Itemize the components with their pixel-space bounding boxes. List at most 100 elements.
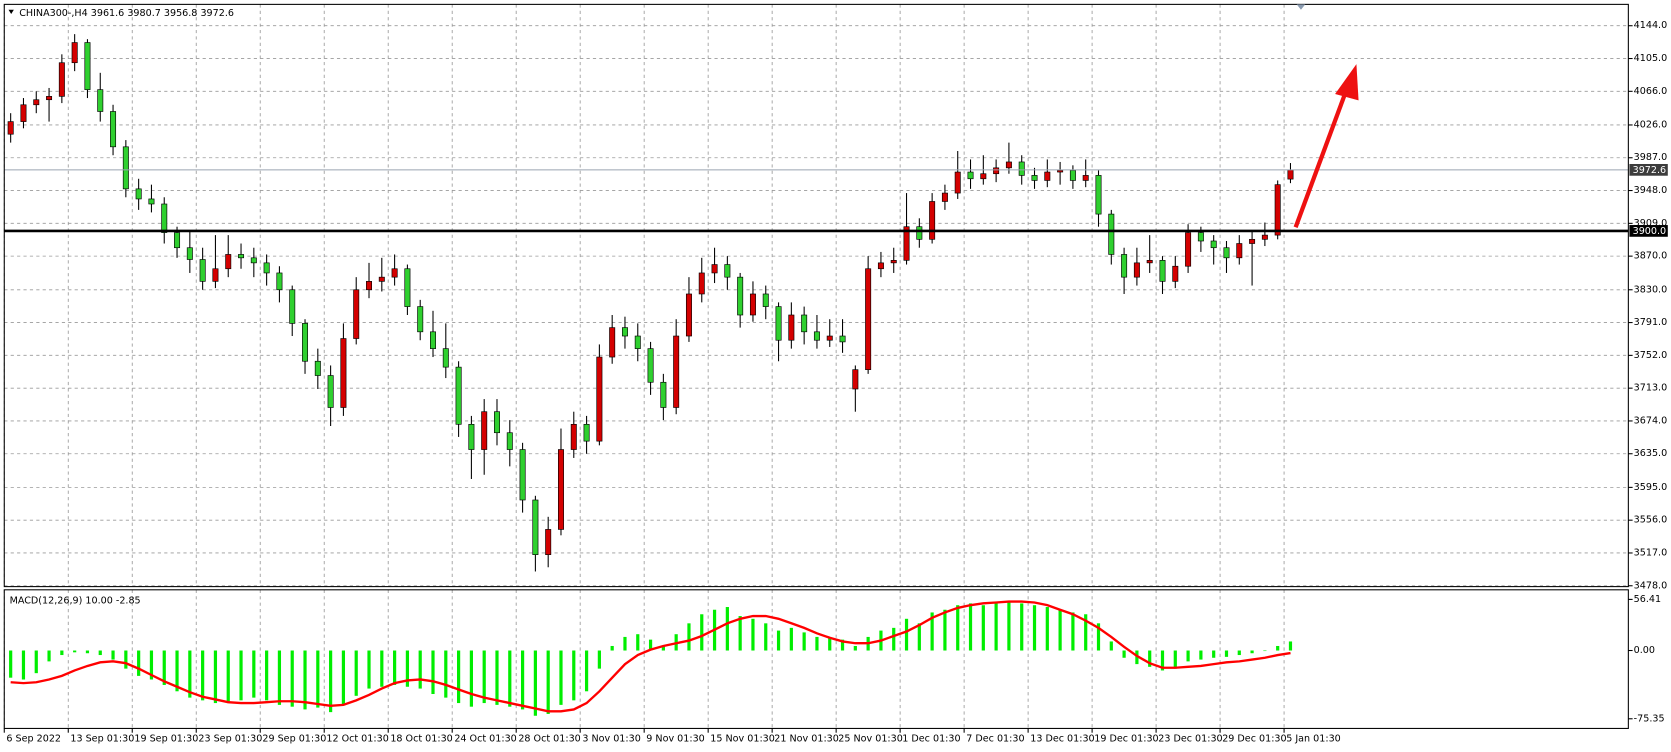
y-tick-label: 4026.0 bbox=[1634, 119, 1668, 130]
macd-bar bbox=[994, 601, 998, 651]
macd-bar bbox=[431, 650, 435, 695]
macd-bar bbox=[1212, 650, 1216, 658]
macd-bar bbox=[828, 637, 832, 651]
candle-body bbox=[135, 188, 142, 200]
macd-bar bbox=[1288, 641, 1293, 651]
macd-tick-label: 56.41 bbox=[1634, 594, 1661, 605]
x-tick-label: 24 Oct 01:30 bbox=[454, 734, 516, 745]
macd-bar bbox=[1237, 650, 1241, 656]
macd-bar bbox=[661, 645, 665, 651]
candle-body bbox=[391, 268, 398, 278]
macd-bar bbox=[1250, 650, 1254, 654]
macd-bar bbox=[892, 627, 896, 651]
candle-body bbox=[340, 338, 347, 408]
candle-body bbox=[20, 104, 27, 122]
candle-body bbox=[1146, 260, 1153, 264]
candle-body bbox=[762, 293, 769, 307]
macd-bar bbox=[751, 618, 755, 651]
candle-body bbox=[468, 423, 475, 450]
macd-bar bbox=[60, 650, 64, 656]
candle-body bbox=[263, 262, 270, 274]
macd-bar bbox=[47, 650, 51, 662]
candle-body bbox=[1185, 232, 1192, 267]
macd-bar bbox=[444, 650, 448, 698]
y-tick-label: 4105.0 bbox=[1634, 53, 1668, 64]
macd-bar bbox=[1148, 650, 1152, 667]
candle-body bbox=[801, 314, 808, 333]
candle-body bbox=[7, 121, 14, 135]
candle-body bbox=[711, 264, 718, 274]
macd-bar bbox=[418, 650, 422, 689]
y-tick-label: 3870.0 bbox=[1634, 251, 1668, 262]
x-tick-label: 29 Sep 01:30 bbox=[262, 734, 326, 745]
macd-bar bbox=[149, 650, 154, 680]
candle-body bbox=[84, 42, 91, 90]
candle-body bbox=[481, 411, 488, 450]
macd-bar bbox=[1122, 650, 1126, 658]
macd-bar bbox=[495, 650, 499, 705]
candle-body bbox=[199, 259, 206, 282]
macd-bar bbox=[533, 650, 537, 716]
candle-body bbox=[852, 369, 859, 390]
x-tick-label: 6 Sep 2022 bbox=[6, 734, 61, 745]
candle-body bbox=[404, 268, 411, 307]
candle-body bbox=[673, 335, 680, 408]
menu-triangle[interactable] bbox=[8, 9, 14, 14]
x-tick-label: 25 Nov 01:30 bbox=[838, 734, 903, 745]
x-tick-label: 23 Dec 01:30 bbox=[1158, 734, 1222, 745]
candle-body bbox=[1044, 171, 1051, 181]
candle-body bbox=[212, 268, 219, 282]
x-tick-label: 1 Dec 01:30 bbox=[902, 734, 960, 745]
candle-body bbox=[71, 42, 78, 64]
macd-bar bbox=[1020, 603, 1024, 651]
macd-bar bbox=[277, 650, 282, 705]
macd-bar bbox=[252, 650, 256, 698]
candle-body bbox=[238, 254, 245, 259]
shift-marker[interactable] bbox=[1296, 4, 1306, 10]
candle-body bbox=[621, 327, 628, 337]
candle-body bbox=[865, 268, 872, 370]
candle-body bbox=[826, 335, 833, 341]
candle-body bbox=[302, 323, 309, 362]
candle-body bbox=[724, 264, 731, 278]
macd-bar bbox=[456, 650, 461, 704]
candle-body bbox=[110, 111, 117, 148]
candle-body bbox=[993, 167, 1000, 175]
candle-body bbox=[417, 306, 424, 333]
candle-body bbox=[378, 276, 385, 282]
macd-bar bbox=[329, 650, 333, 713]
y-tick-label: 3674.0 bbox=[1634, 415, 1668, 426]
candle-body bbox=[314, 360, 321, 376]
macd-bar bbox=[1173, 650, 1177, 669]
candle-body bbox=[1159, 260, 1166, 282]
candle-body bbox=[506, 432, 513, 450]
candle-body bbox=[647, 348, 654, 383]
candle-body bbox=[327, 375, 334, 408]
macd-bar bbox=[1276, 645, 1280, 651]
candle-body bbox=[737, 276, 744, 316]
macd-bar bbox=[815, 636, 819, 651]
candle-body bbox=[1082, 175, 1089, 181]
candle-body bbox=[1108, 213, 1115, 255]
macd-bar bbox=[1084, 614, 1088, 651]
candle-body bbox=[1095, 175, 1102, 215]
candle-body bbox=[494, 411, 500, 434]
candle-body bbox=[941, 192, 948, 202]
macd-bar bbox=[789, 627, 793, 651]
macd-bar bbox=[802, 632, 806, 651]
candle-body bbox=[1261, 234, 1268, 240]
macd-bar bbox=[623, 636, 627, 651]
macd-bar bbox=[1058, 609, 1062, 651]
macd-bar bbox=[597, 650, 601, 669]
x-tick-label: 3 Nov 01:30 bbox=[582, 734, 640, 745]
x-tick-label: 23 Sep 01:30 bbox=[198, 734, 262, 745]
macd-bar bbox=[303, 650, 307, 710]
candle-body bbox=[1249, 238, 1256, 244]
candle-body bbox=[519, 449, 526, 501]
macd-bar bbox=[162, 650, 166, 685]
macd-bar bbox=[201, 650, 205, 701]
candle-body bbox=[813, 331, 820, 341]
x-tick-label: 9 Nov 01:30 bbox=[646, 734, 704, 745]
